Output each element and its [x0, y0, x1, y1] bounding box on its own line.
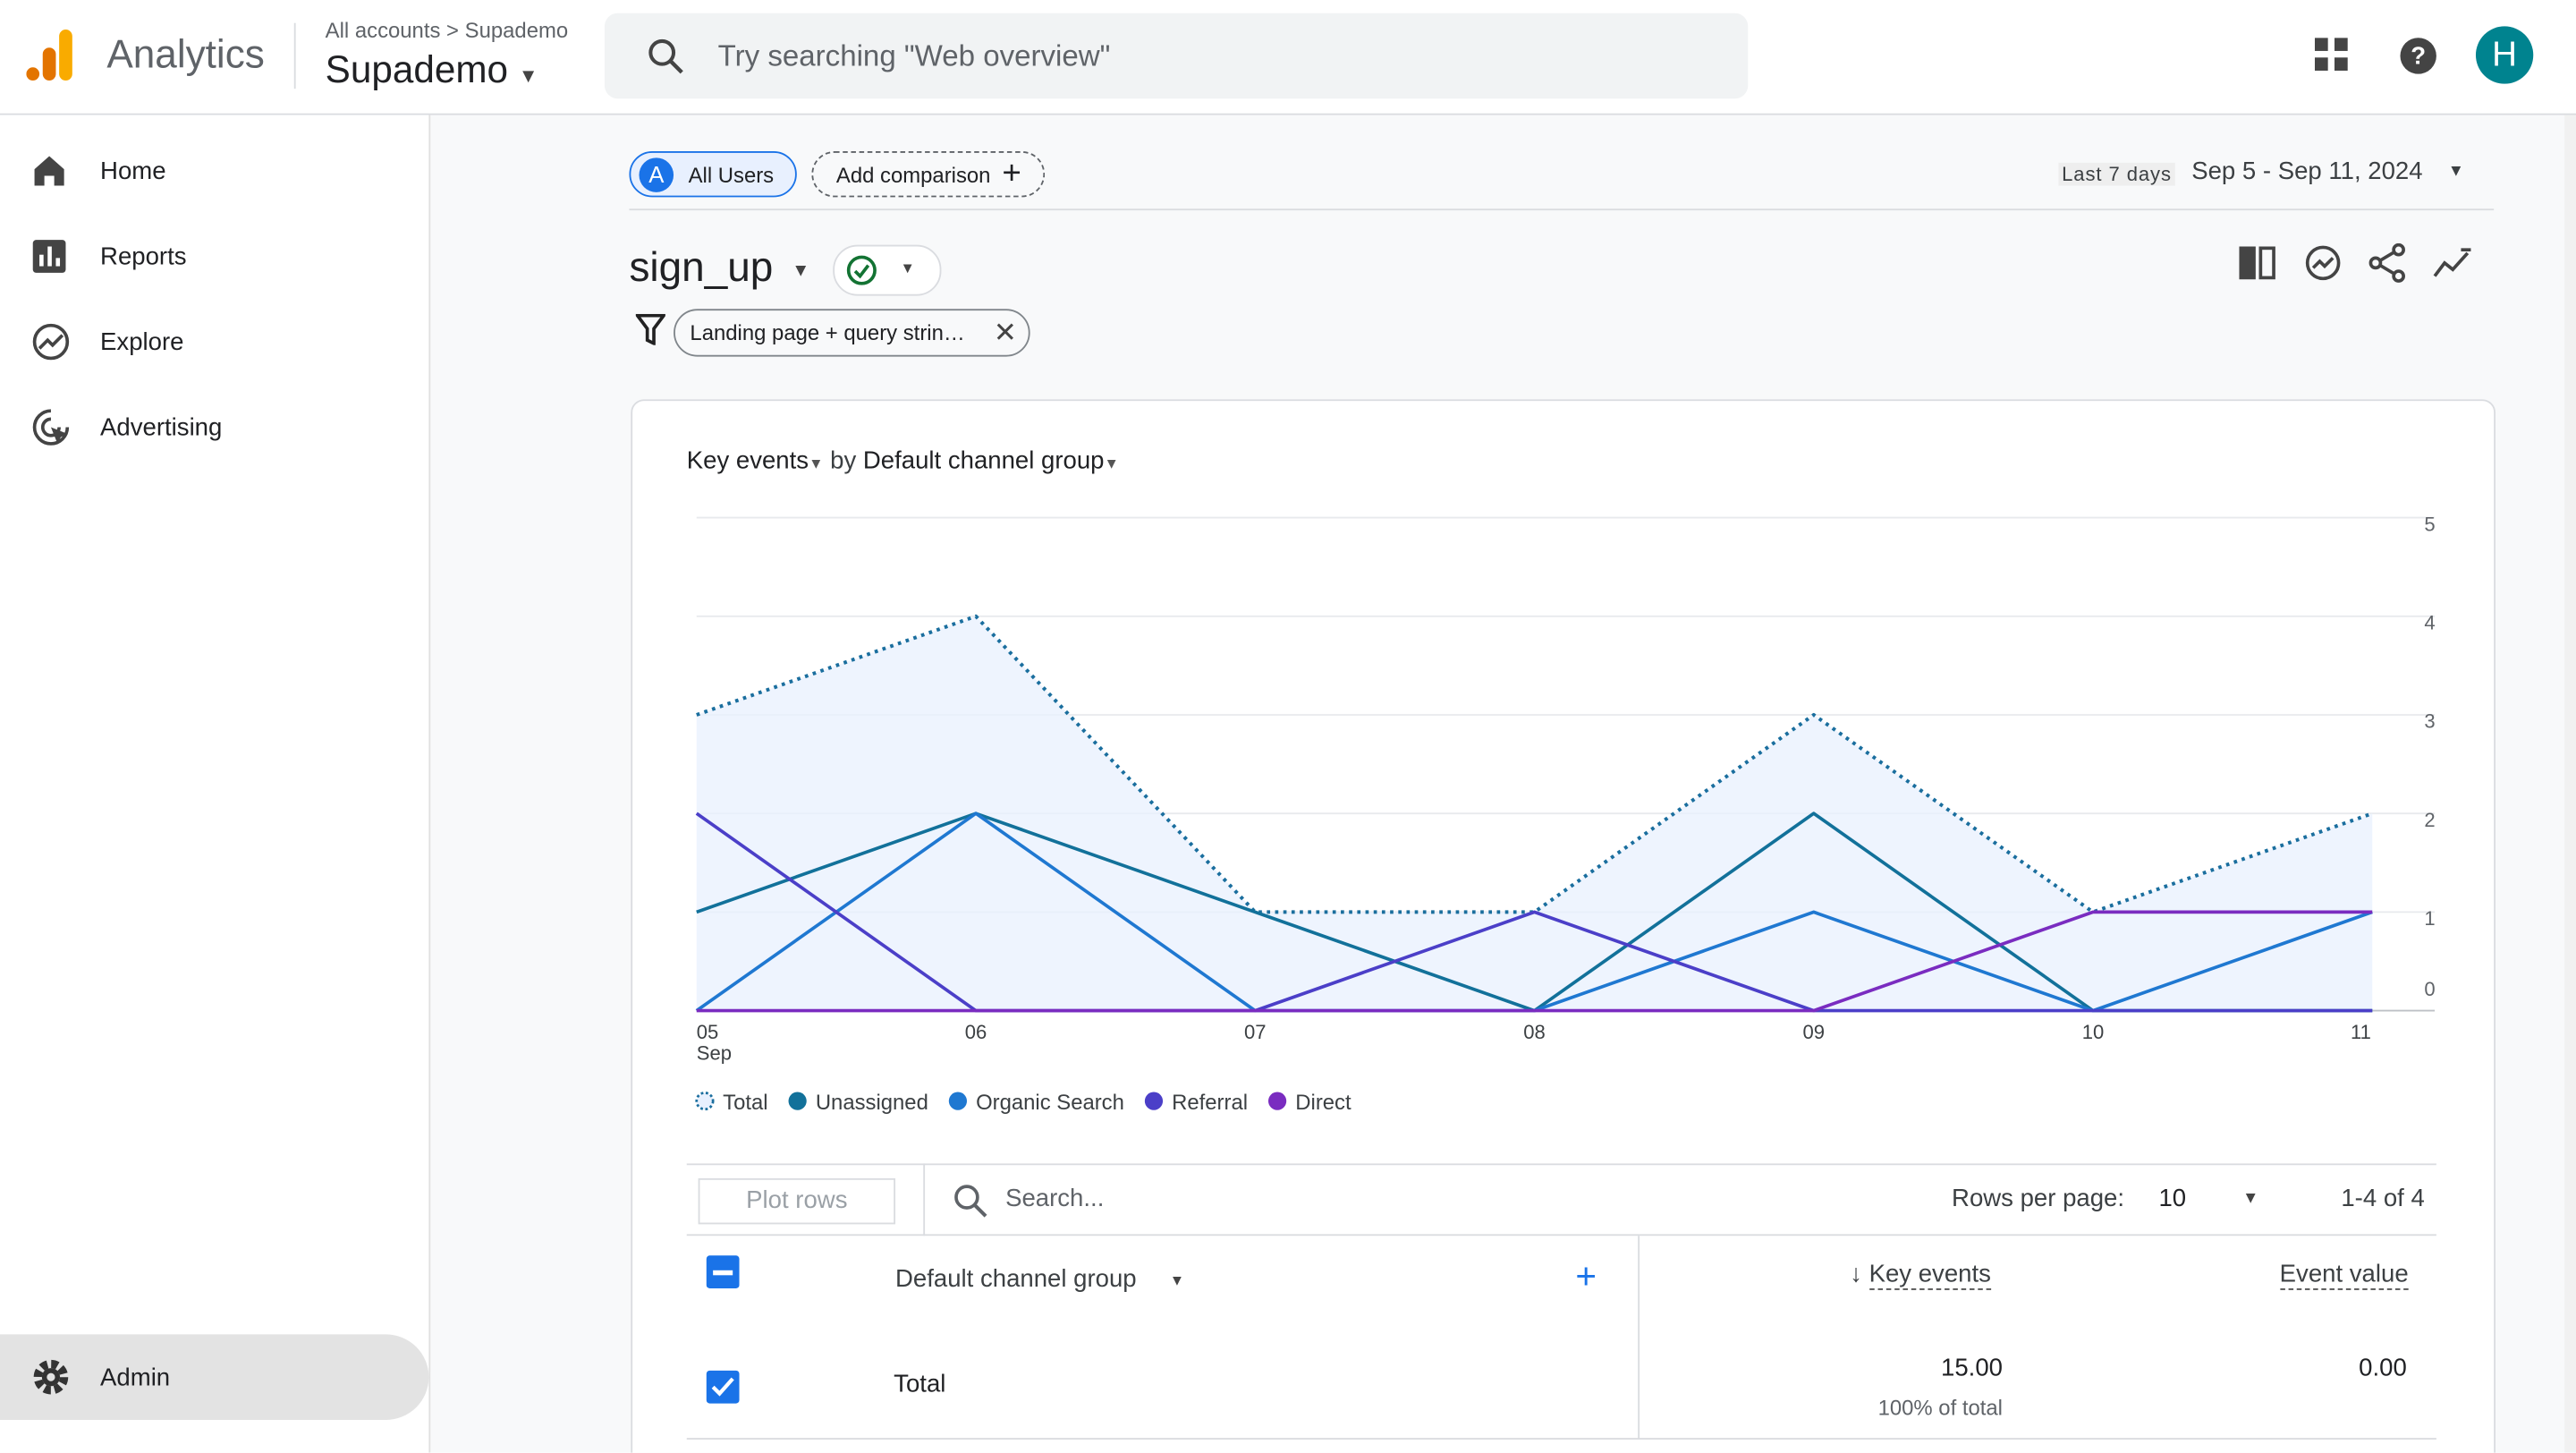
legend-swatch [788, 1092, 807, 1110]
y-tick-label: 1 [2424, 907, 2435, 930]
legend-label: Organic Search [976, 1091, 1124, 1115]
apps-icon[interactable] [2314, 38, 2351, 73]
filter-icon [635, 313, 665, 345]
legend-label: Unassigned [816, 1091, 928, 1115]
x-tick-label: 08 [1523, 1021, 1546, 1043]
y-tick-label: 5 [2424, 513, 2435, 535]
add-dimension[interactable]: + [1575, 1255, 1597, 1297]
table-search-icon [954, 1185, 987, 1218]
property-picker[interactable]: Supademo ▼ [325, 47, 538, 91]
add-comparison[interactable]: Add comparison + [811, 150, 1046, 198]
legend-label: Total [723, 1091, 767, 1115]
y-tick-label: 4 [2424, 611, 2435, 633]
event-name: sign_up [629, 244, 774, 292]
breadcrumb-root[interactable]: All accounts [325, 18, 441, 43]
breadcrumb[interactable]: All accounts > Supademo [325, 18, 569, 43]
table-cell: Total [894, 1370, 946, 1399]
nav-label[interactable]: Admin [100, 1363, 171, 1391]
product-name: Analytics [106, 32, 265, 78]
y-tick-label: 0 [2424, 978, 2435, 1000]
table-search[interactable]: Search... [1005, 1185, 1105, 1213]
top-bar: Analytics All accounts > Supademo Supade… [0, 0, 2576, 115]
legend-swatch [948, 1092, 968, 1110]
icon [33, 1359, 69, 1395]
segment-label: All Users [688, 161, 775, 187]
search-placeholder: Try searching "Web overview" [717, 39, 1111, 72]
legend-label: Direct [1295, 1091, 1352, 1115]
x-tick-label: 06 [965, 1021, 987, 1043]
x-tick-label: 09 [1803, 1021, 1826, 1043]
table-cell: 0.00 [2359, 1354, 2407, 1382]
search-box[interactable]: Try searching "Web overview" [604, 13, 1749, 99]
table-cell-share: 100% of total [1877, 1395, 2003, 1420]
nav-label[interactable]: Reports [100, 242, 187, 271]
legend-swatch [695, 1092, 715, 1111]
select-all-checkbox[interactable] [706, 1255, 740, 1289]
nav-home[interactable]: Home [0, 135, 428, 208]
nav-admin[interactable]: Admin [0, 1334, 429, 1420]
dimension-picker[interactable]: Default channel group [862, 446, 1105, 475]
chart-title: Key events▼ by Default channel group▼ [686, 446, 1119, 475]
table-cell: 15.00 [1941, 1354, 2003, 1382]
row-checkbox[interactable] [706, 1370, 740, 1404]
series-line [696, 614, 2373, 914]
search-icon [648, 38, 683, 74]
rows-per-page-label: Rows per page: [1952, 1185, 2125, 1213]
column-header[interactable]: Event value [2279, 1260, 2409, 1290]
icon [34, 156, 64, 186]
column-header-label[interactable]: Key events [1868, 1260, 1991, 1290]
segment-badge: A [639, 157, 674, 191]
x-tick-label: 05 [697, 1021, 719, 1043]
x-tick-label: 07 [1244, 1021, 1267, 1043]
filter-label: Landing page + query strin… [690, 320, 965, 345]
column-header[interactable]: ↓ Key events [1850, 1260, 1991, 1290]
column-header[interactable]: Default channel group [895, 1265, 1137, 1294]
date-label: Last 7 days [2058, 162, 2175, 186]
plot-rows-button[interactable]: Plot rows [698, 1177, 896, 1225]
status-chip[interactable]: ▼ [833, 244, 942, 296]
property-name[interactable]: Supademo [325, 47, 509, 91]
x-sublabel: Sep [697, 1042, 732, 1065]
breadcrumb-account[interactable]: Supademo [464, 18, 569, 43]
x-tick-label: 11 [2351, 1021, 2371, 1043]
nav-label[interactable]: Home [100, 157, 166, 185]
nav-advertising[interactable]: Advertising [0, 391, 428, 463]
logo [26, 30, 72, 81]
icon [32, 323, 70, 361]
x-tick-label: 10 [2082, 1021, 2105, 1043]
avatar[interactable]: H [2475, 26, 2534, 84]
add-comparison-label: Add comparison [835, 161, 991, 187]
svg-text:?: ? [2411, 42, 2426, 70]
y-tick-label: 2 [2424, 809, 2435, 831]
legend-label: Referral [1172, 1091, 1248, 1115]
report-actions[interactable] [2238, 242, 2478, 286]
y-tick-label: 3 [2424, 710, 2435, 733]
help-icon[interactable]: ? [2399, 36, 2438, 75]
icon [32, 409, 70, 446]
icon [32, 240, 66, 273]
rows-per-page[interactable]: 10 [2158, 1185, 2187, 1213]
legend-swatch [1144, 1092, 1164, 1110]
sidebar: Home Reports Explore Advertising Admin [0, 115, 431, 1453]
metric-picker[interactable]: Key events [686, 446, 809, 475]
date-range[interactable]: Sep 5 - Sep 11, 2024 [2191, 157, 2423, 186]
legend-swatch [1267, 1092, 1287, 1110]
nav-explore[interactable]: Explore [0, 306, 428, 378]
page-range: 1-4 of 4 [2341, 1185, 2425, 1213]
filter-chip[interactable]: Landing page + query strin… ✕ [674, 309, 1030, 357]
nav-label[interactable]: Explore [100, 327, 184, 356]
series-line [696, 910, 2373, 1013]
segment-chip[interactable]: A All Users [629, 150, 797, 198]
nav-reports[interactable]: Reports [0, 220, 428, 293]
nav-label[interactable]: Advertising [100, 412, 223, 442]
title-by: by [830, 446, 857, 475]
